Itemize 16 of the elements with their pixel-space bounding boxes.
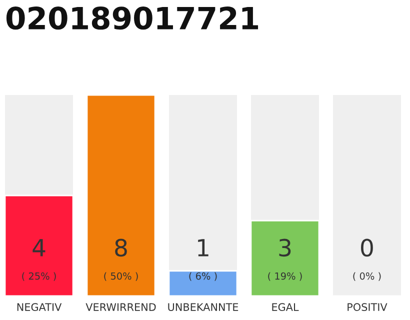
data-label: 0 <box>361 238 373 257</box>
annotation: ( 25% ) <box>22 272 56 281</box>
annotation: ( 0% ) <box>353 272 381 281</box>
annotation: ( 50% ) <box>104 272 138 281</box>
annotation: ( 19% ) <box>268 272 302 281</box>
data-label: 3 <box>279 238 291 257</box>
data-label: 8 <box>115 238 127 257</box>
data-label: 1 <box>198 239 208 256</box>
x-tick-label: NEGATIV <box>17 303 62 312</box>
chart-title: 020189017721 <box>6 6 258 30</box>
x-tick-label: VERWIRREND <box>86 303 156 311</box>
annotation: ( 6% ) <box>189 272 217 281</box>
data-label: 4 <box>32 239 46 256</box>
x-tick-label: POSITIV <box>348 303 388 312</box>
x-tick-label: EGAL <box>272 303 299 312</box>
x-tick-label: UNBEKANNTE <box>168 303 238 312</box>
